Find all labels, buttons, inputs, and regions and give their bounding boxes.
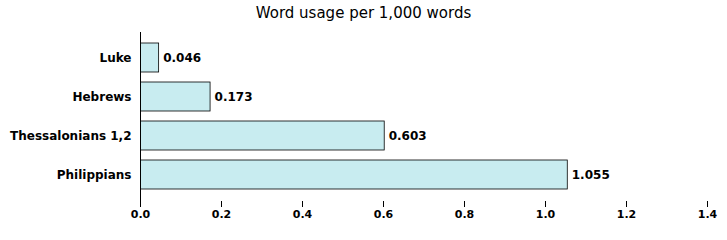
svg-text:0.603: 0.603: [389, 129, 427, 143]
svg-text:1.4: 1.4: [698, 208, 718, 221]
svg-text:0.2: 0.2: [212, 208, 232, 221]
svg-text:0.173: 0.173: [215, 90, 253, 104]
svg-text:1.2: 1.2: [617, 208, 637, 221]
svg-text:0.8: 0.8: [455, 208, 475, 221]
svg-text:Thessalonians 1,2: Thessalonians 1,2: [10, 129, 131, 143]
svg-text:Luke: Luke: [100, 51, 132, 65]
svg-text:0.0: 0.0: [131, 208, 151, 221]
svg-text:Hebrews: Hebrews: [72, 90, 131, 104]
svg-text:1.055: 1.055: [572, 168, 610, 182]
html-text:Word usage per 1,000 words: Word usage per 1,000 words: [255, 4, 472, 22]
svg-text:0.6: 0.6: [374, 208, 394, 221]
svg-text:1.0: 1.0: [536, 208, 556, 221]
svg-text:Philippians: Philippians: [57, 168, 132, 182]
svg-text:0.4: 0.4: [293, 208, 313, 221]
svg-text:0.046: 0.046: [163, 51, 201, 65]
